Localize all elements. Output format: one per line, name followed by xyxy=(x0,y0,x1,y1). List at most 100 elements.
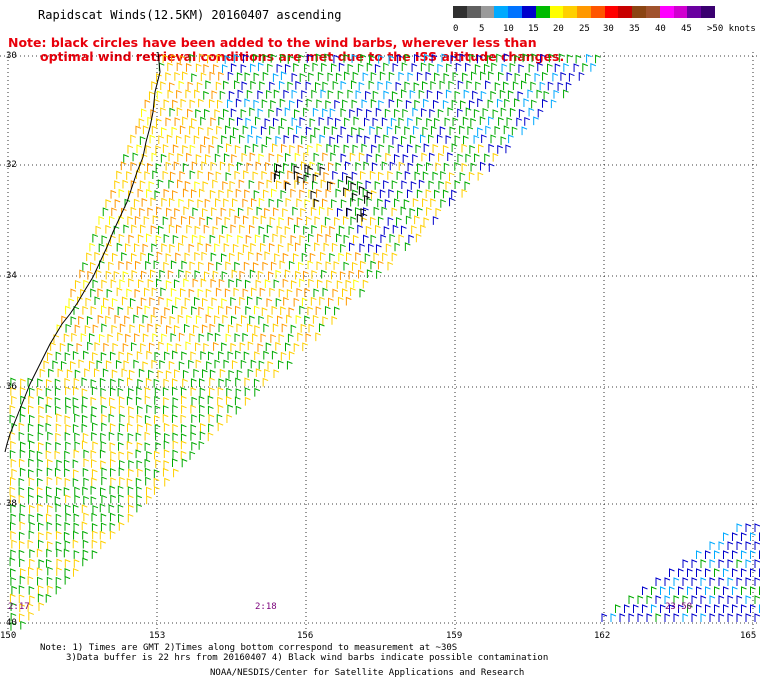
lon-label: 156 xyxy=(297,631,314,641)
wind-barb xyxy=(241,315,247,324)
wind-barb xyxy=(253,72,260,82)
wind-barb xyxy=(194,89,200,99)
wind-barb xyxy=(82,530,88,540)
wind-barb xyxy=(303,270,309,280)
wind-barb xyxy=(160,153,167,163)
wind-barb xyxy=(242,125,249,135)
wind-barb xyxy=(170,216,177,226)
wind-barb xyxy=(383,62,389,72)
wind-barb xyxy=(682,595,689,604)
wind-barb xyxy=(10,386,17,396)
wind-barb xyxy=(340,80,347,90)
wind-barb xyxy=(146,350,153,360)
wind-barb xyxy=(316,261,323,271)
wind-barb xyxy=(463,135,469,145)
wind-barb xyxy=(347,180,354,189)
wind-barb xyxy=(335,117,341,127)
wind-barb xyxy=(110,467,116,477)
wind-barb xyxy=(89,242,96,252)
wind-barb xyxy=(128,369,135,379)
wind-barb xyxy=(700,595,707,604)
wind-barb xyxy=(45,486,52,495)
wind-barb xyxy=(531,53,538,63)
wind-barb xyxy=(273,369,280,379)
wind-barb xyxy=(358,127,365,136)
wind-barb xyxy=(164,477,170,487)
wind-barb xyxy=(754,541,760,550)
wind-barb xyxy=(416,116,422,126)
wind-barb xyxy=(27,539,34,549)
wind-barb xyxy=(601,613,608,622)
wind-barb xyxy=(306,54,313,63)
lon-label: 162 xyxy=(594,631,611,641)
wind-barb xyxy=(754,613,760,622)
wind-barb xyxy=(217,404,224,414)
wind-barb xyxy=(74,413,80,423)
wind-barb xyxy=(293,170,300,180)
wind-barb xyxy=(94,342,101,351)
wind-barb xyxy=(312,314,319,324)
wind-barb xyxy=(469,145,476,154)
wind-barb xyxy=(682,613,689,622)
wind-barb xyxy=(116,242,123,252)
wind-barb xyxy=(276,63,283,73)
wind-barb xyxy=(64,522,71,531)
wind-barb xyxy=(11,585,18,595)
wind-barb xyxy=(405,100,412,109)
wind-barb xyxy=(347,63,354,73)
wind-barb xyxy=(540,53,546,63)
wind-barb xyxy=(118,423,125,432)
wind-barb xyxy=(343,144,350,154)
wind-barb xyxy=(343,187,349,196)
wind-barb xyxy=(378,171,384,181)
wind-barb xyxy=(140,224,146,234)
wind-barb xyxy=(261,144,268,153)
wind-barb xyxy=(92,352,98,361)
wind-barb xyxy=(480,90,487,100)
wind-barb xyxy=(281,143,287,153)
wind-barb xyxy=(462,116,469,126)
wind-barb xyxy=(98,333,105,343)
wind-barb xyxy=(46,396,53,406)
wind-barb xyxy=(334,217,340,226)
wind-barb xyxy=(160,315,167,325)
wind-barb xyxy=(272,117,279,127)
wind-barb xyxy=(56,476,62,486)
wind-barb xyxy=(36,387,43,397)
wind-barb xyxy=(176,135,182,145)
wind-barb xyxy=(177,153,184,162)
wind-barb xyxy=(142,243,149,253)
wind-barb xyxy=(189,170,196,180)
wind-barb xyxy=(28,586,35,595)
wind-barb xyxy=(750,568,756,577)
wind-barb xyxy=(29,549,35,558)
wind-barb xyxy=(121,296,128,306)
wind-barb xyxy=(133,359,140,369)
wind-barb xyxy=(151,152,158,162)
wind-barb xyxy=(263,234,270,244)
wind-barb xyxy=(236,72,243,81)
wind-barb xyxy=(732,604,738,613)
wind-barb xyxy=(316,188,322,198)
wind-barb xyxy=(278,125,285,135)
wind-barb xyxy=(83,495,89,505)
wind-barb xyxy=(239,134,245,144)
wind-barb xyxy=(220,253,227,262)
wind-barb xyxy=(92,233,99,243)
wind-barb xyxy=(190,404,197,414)
wind-barb xyxy=(732,568,738,577)
wind-barb xyxy=(188,243,195,253)
wind-barb xyxy=(101,476,107,486)
wind-barb xyxy=(461,163,468,172)
wind-barb xyxy=(233,287,240,297)
wind-barb xyxy=(156,251,163,261)
wind-barb xyxy=(90,262,96,271)
wind-barb xyxy=(325,189,332,198)
wind-barb xyxy=(28,530,35,540)
wind-barb xyxy=(74,494,81,504)
wind-barb xyxy=(371,144,377,154)
wind-barb xyxy=(150,109,157,118)
wind-barb xyxy=(72,539,79,549)
wind-barb xyxy=(422,171,429,181)
wind-barb xyxy=(271,188,277,198)
